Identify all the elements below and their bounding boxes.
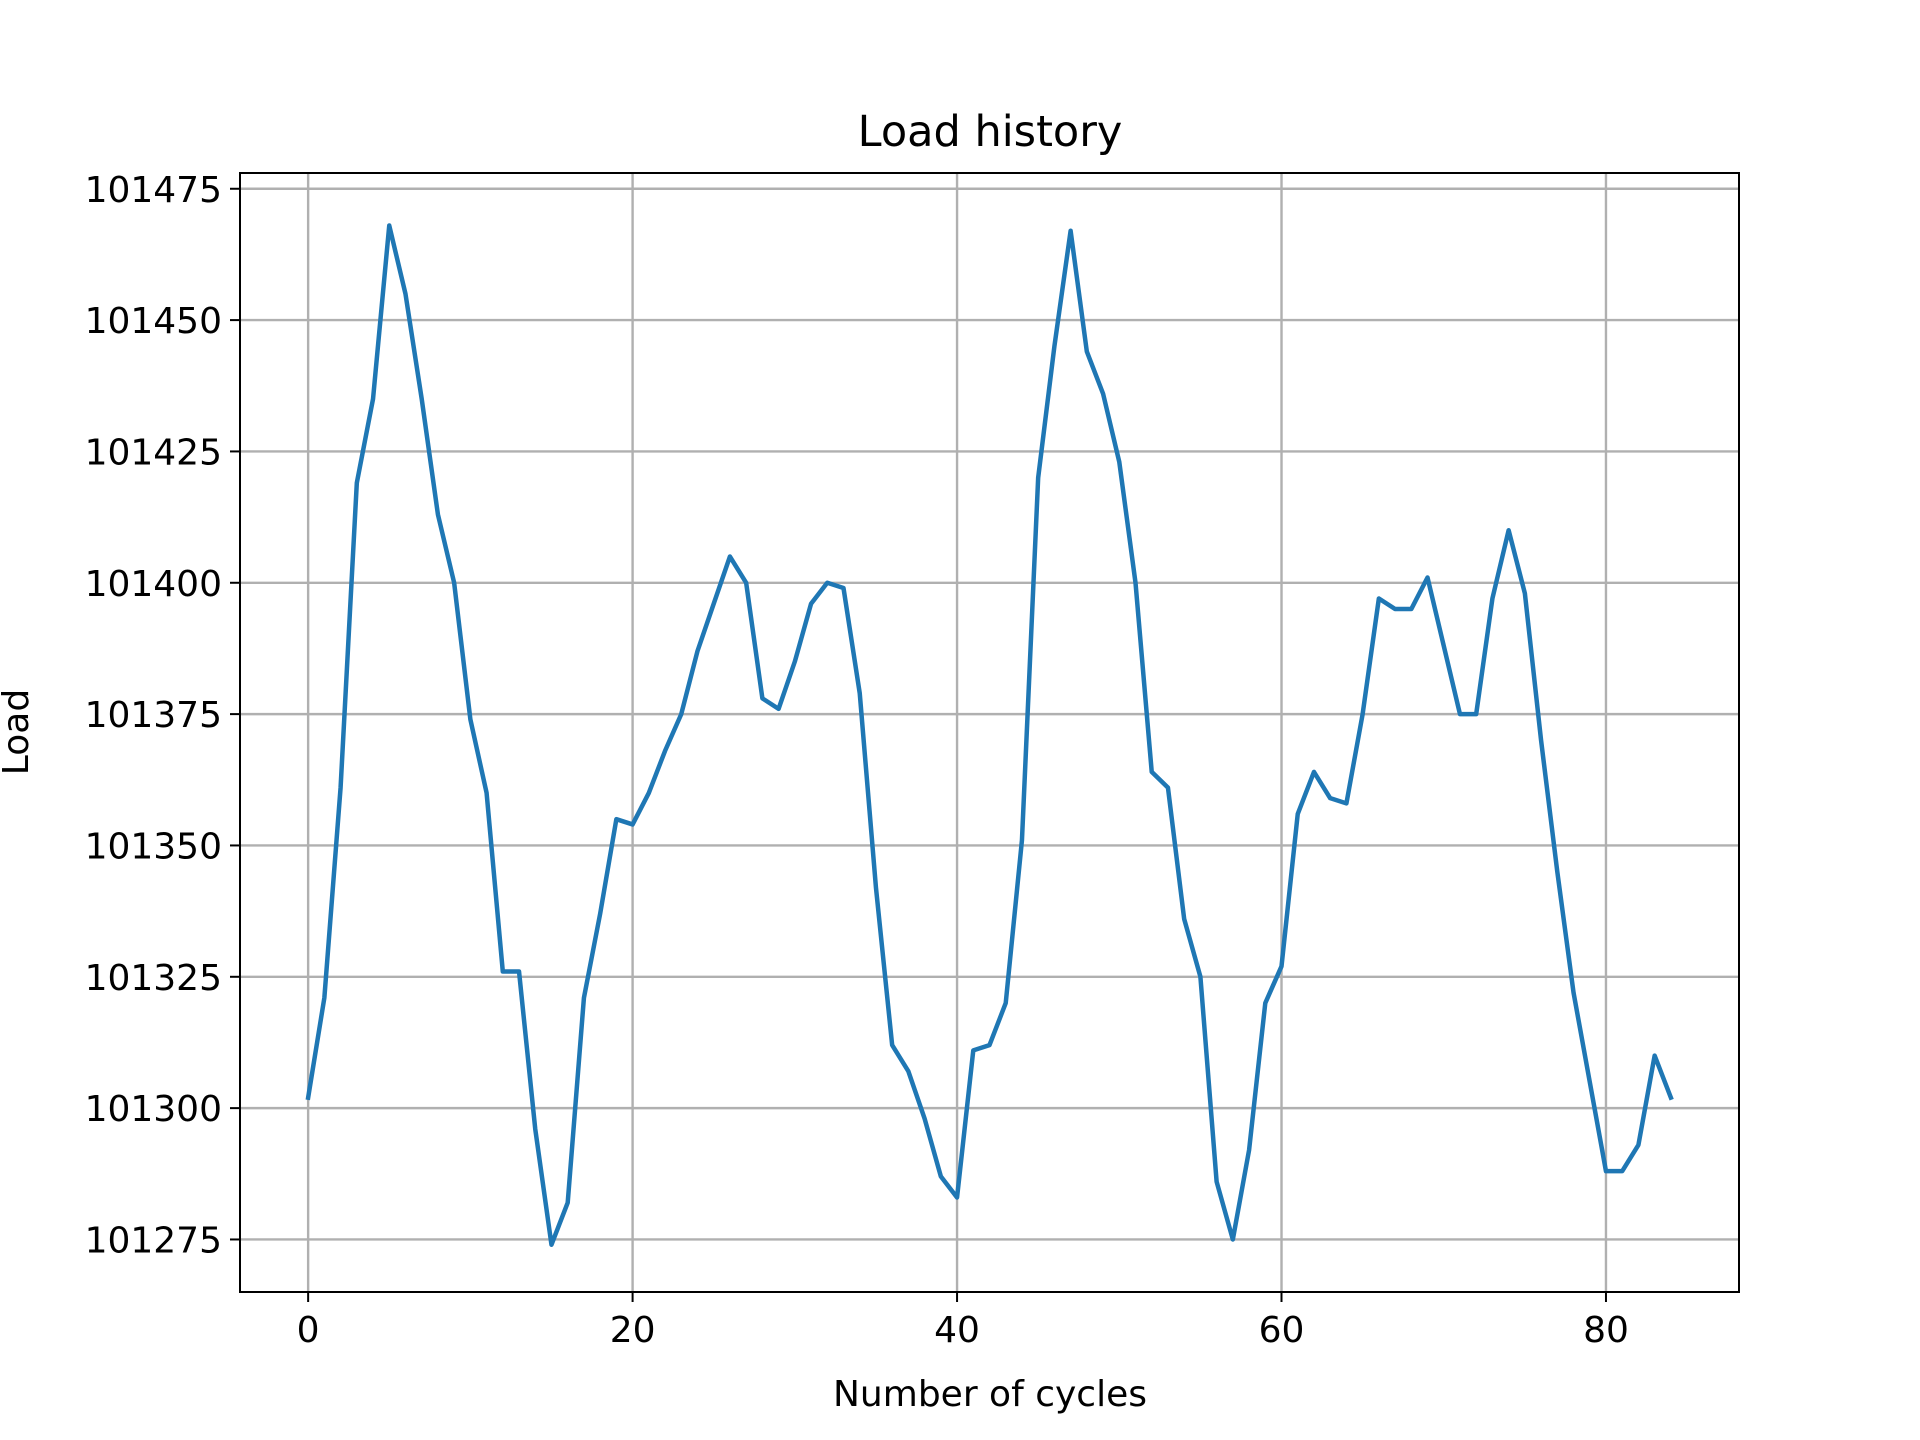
x-axis-label: Number of cycles xyxy=(833,1374,1147,1415)
x-axis: 0 20 40 60 80 xyxy=(297,1292,1629,1351)
y-axis: 101275 101300 101325 101350 101375 101400 1014… xyxy=(85,170,240,1261)
grid xyxy=(240,173,1739,1292)
y-tick-label: 101425 xyxy=(85,432,222,473)
x-tick-label: 20 xyxy=(610,1310,656,1351)
series-layer xyxy=(305,223,1674,1247)
y-tick-label: 101275 xyxy=(85,1220,222,1261)
x-tick-label: 60 xyxy=(1259,1310,1305,1351)
y-tick-label: 101475 xyxy=(85,170,222,211)
y-tick-label: 101375 xyxy=(85,695,222,736)
load-series-line xyxy=(305,223,1674,1247)
y-tick-label: 101350 xyxy=(85,826,222,867)
y-tick-label: 101400 xyxy=(85,564,222,605)
x-tick-label: 0 xyxy=(297,1310,320,1351)
x-tick-label: 80 xyxy=(1583,1310,1629,1351)
y-tick-label: 101450 xyxy=(85,301,222,342)
y-axis-label: Load xyxy=(0,689,37,775)
y-tick-label: 101300 xyxy=(85,1089,222,1130)
chart-title: Load history xyxy=(858,107,1123,157)
plot-frame xyxy=(239,172,1740,1293)
x-tick-label: 40 xyxy=(934,1310,980,1351)
y-tick-label: 101325 xyxy=(85,958,222,999)
